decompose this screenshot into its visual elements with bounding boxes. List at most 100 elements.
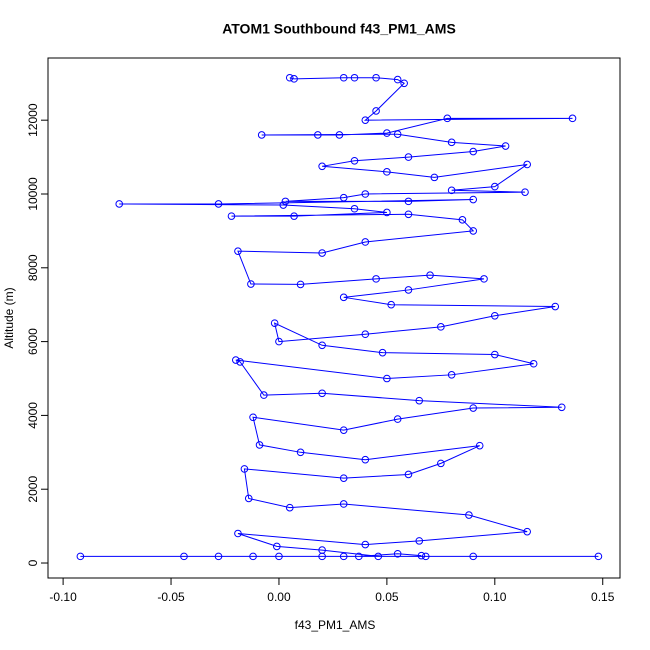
data-point — [465, 511, 473, 519]
data-point — [372, 73, 380, 82]
data-point — [415, 537, 424, 545]
data-point — [339, 293, 348, 302]
data-point — [296, 280, 305, 289]
data-point — [275, 552, 283, 561]
data-point — [240, 465, 249, 473]
y-tick-label: 8000 — [26, 254, 40, 281]
data-point — [491, 311, 499, 320]
data-point — [469, 404, 478, 412]
data-point — [443, 114, 452, 123]
data-point — [244, 494, 253, 503]
data-point — [249, 413, 257, 422]
data-point — [318, 389, 326, 398]
data-point — [469, 195, 478, 204]
data-point — [480, 275, 488, 283]
y-tick-label: 4000 — [26, 402, 40, 429]
data-point — [469, 227, 478, 235]
data-point — [447, 371, 456, 379]
data-point — [529, 359, 538, 368]
data-point — [491, 182, 499, 191]
data-point — [404, 286, 413, 294]
data-point — [318, 249, 326, 257]
data-point — [339, 474, 348, 482]
data-point — [231, 356, 240, 364]
data-point — [404, 210, 413, 219]
data-point — [491, 350, 499, 359]
x-tick-label: -0.05 — [157, 590, 185, 604]
x-tick-label: 0.00 — [267, 590, 291, 604]
data-point — [469, 147, 478, 156]
data-point — [393, 130, 402, 139]
data-point — [469, 552, 478, 561]
data-point — [335, 131, 344, 139]
x-tick-label: 0.15 — [591, 590, 615, 604]
data-point — [260, 391, 268, 399]
data-point — [557, 403, 566, 412]
data-point — [361, 540, 370, 549]
data-point — [361, 455, 370, 464]
data-point — [372, 275, 380, 283]
data-point — [437, 459, 445, 468]
data-point — [393, 549, 402, 558]
data-point — [355, 552, 363, 561]
y-tick-label: 2000 — [26, 476, 40, 503]
data-point — [318, 552, 326, 561]
data-point — [281, 197, 290, 206]
data-point — [383, 129, 391, 137]
x-tick-label: 0.10 — [483, 590, 507, 604]
data-point — [447, 186, 456, 195]
chart-title: ATOM1 Southbound f43_PM1_AMS — [222, 21, 456, 37]
data-point — [383, 374, 391, 383]
data-point — [404, 153, 413, 161]
data-line — [80, 77, 599, 557]
data-point — [247, 280, 255, 288]
data-point — [594, 552, 603, 561]
data-point — [447, 138, 456, 147]
y-tick-label: 12000 — [26, 103, 40, 137]
data-point — [275, 337, 283, 346]
data-point — [361, 330, 370, 339]
data-point — [234, 529, 242, 538]
y-axis-label: Altitude (m) — [2, 287, 16, 348]
data-point — [318, 162, 326, 171]
y-tick-label: 10000 — [26, 177, 40, 211]
data-point — [350, 204, 359, 213]
data-point — [393, 415, 402, 423]
data-point — [339, 500, 348, 508]
data-point — [339, 73, 348, 82]
data-point — [400, 79, 408, 88]
data-point — [404, 470, 413, 479]
data-point — [236, 358, 244, 366]
data-point — [430, 173, 439, 182]
data-point — [458, 216, 467, 224]
data-point — [76, 552, 85, 561]
data-point — [180, 552, 188, 561]
data-point — [361, 238, 370, 246]
data-point — [415, 396, 424, 405]
data-point — [501, 142, 510, 150]
data-point — [296, 448, 305, 457]
data-point — [568, 114, 577, 123]
data-point — [279, 201, 288, 209]
data-point — [314, 131, 322, 139]
x-tick-label: 0.05 — [375, 590, 399, 604]
data-point — [437, 323, 445, 331]
data-point — [285, 73, 294, 82]
data-point — [475, 441, 484, 450]
data-point — [417, 551, 426, 560]
data-point — [421, 552, 430, 561]
data-point — [290, 212, 298, 220]
data-point — [521, 188, 529, 196]
data-point — [234, 247, 242, 255]
data-point — [383, 208, 391, 217]
data-point — [523, 527, 531, 536]
data-point — [257, 131, 266, 139]
data-point — [551, 302, 560, 311]
data-point — [285, 503, 294, 512]
data-point — [255, 441, 264, 449]
data-point — [361, 190, 370, 198]
data-point — [270, 319, 279, 327]
data-point — [339, 552, 348, 561]
data-point — [374, 552, 383, 561]
